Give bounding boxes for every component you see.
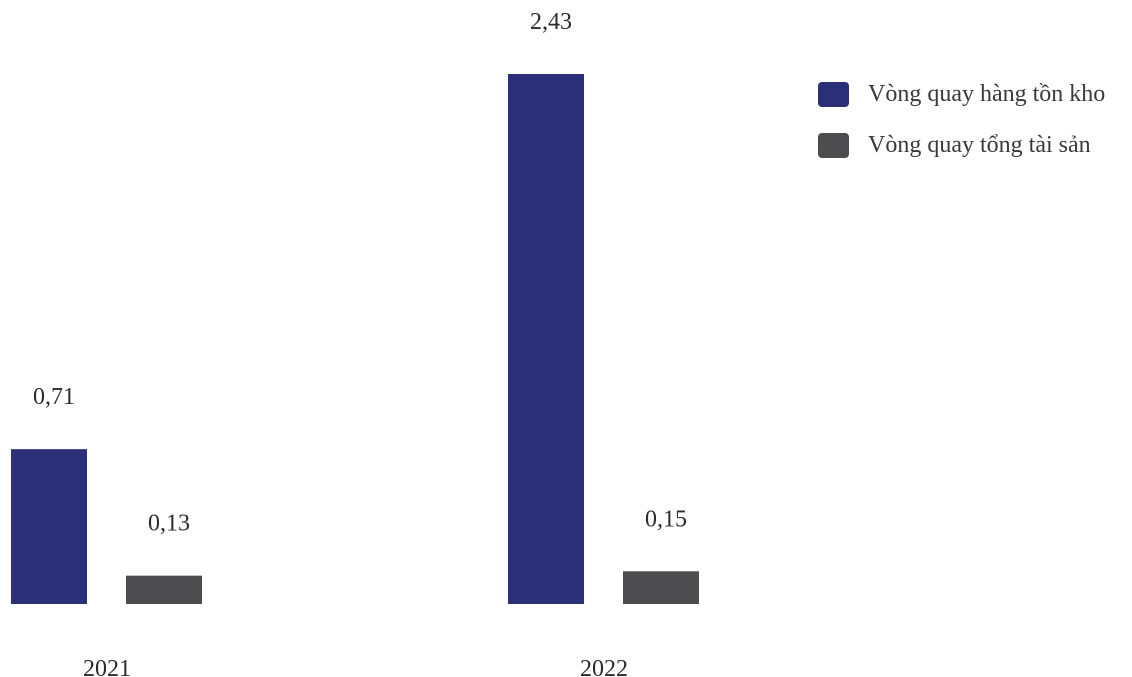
bar-2021-series-1 [11, 449, 87, 604]
legend-label-inventory-turnover: Vòng quay hàng tồn kho [868, 80, 1106, 107]
bar-2022-series-1 [508, 74, 584, 604]
bar-2021-series-2 [126, 575, 202, 604]
legend-swatch-inventory-turnover [818, 81, 849, 107]
legend-swatch-total-asset-turnover [818, 132, 849, 158]
x-tick-label-2022: 2022 [580, 656, 628, 677]
bar-2022-series-2 [623, 571, 699, 604]
chart-legend: Vòng quay hàng tồn kho Vòng quay tổng tà… [818, 78, 1105, 180]
data-label-2022-series-1: 2,43 [530, 9, 572, 35]
x-tick-label-2021: 2021 [83, 656, 131, 677]
legend-item-inventory-turnover: Vòng quay hàng tồn kho [818, 78, 1105, 110]
data-label-2022-series-2: 0,15 [645, 506, 687, 532]
legend-label-total-asset-turnover: Vòng quay tổng tài sản [868, 131, 1091, 158]
data-label-2021-series-1: 0,71 [33, 384, 75, 410]
data-label-2021-series-2: 0,13 [148, 511, 190, 537]
legend-item-total-asset-turnover: Vòng quay tổng tài sản [818, 129, 1105, 161]
